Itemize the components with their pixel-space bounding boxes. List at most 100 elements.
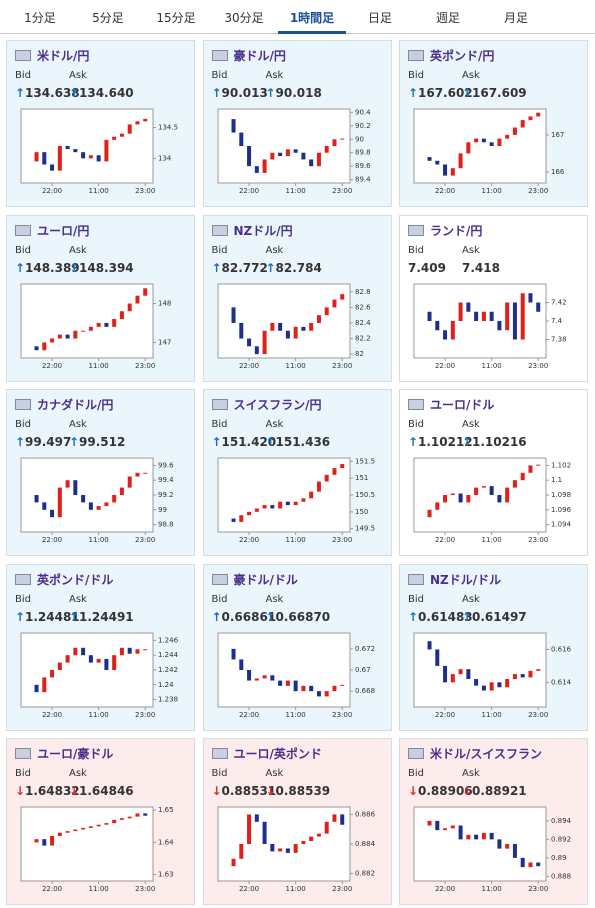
y-tick-label: 150 [355,508,368,516]
candle-body [427,157,432,161]
candle-body [450,168,455,176]
candle-body [34,684,39,692]
rate-card[interactable]: 豪ドル/円 Bid Ask ↑ 90.013 ↑ 90.018 89.4 89.6 89.8 90 9… [202,40,392,207]
pair-name: ユーロ/ドル [430,398,495,412]
bid-label: Bid [15,593,31,605]
tab[interactable]: 日足 [367,11,392,25]
tab[interactable]: 5分足 [92,11,124,25]
candle-body [269,674,274,681]
ask-value: 0.66870 [275,609,331,624]
candle-body [112,136,117,140]
candle-body [246,511,251,516]
candle-body [293,149,298,153]
candle-body [127,302,132,311]
candle-body [339,293,344,300]
arrow: ↑ [15,86,26,100]
mini-chart: 0.668 0.67 0.672 22:00 11:00 23:00 [217,632,375,719]
x-tick-label: 22:00 [435,536,455,544]
ask-label: Ask [462,419,480,430]
tab[interactable]: 15分足 [156,11,196,25]
candle-body [512,480,517,488]
chart-frame [217,806,350,882]
y-tick-label: 0.89 [551,854,567,862]
x-tick-label: 22:00 [42,187,62,195]
ask-value: 0.88921 [472,784,527,798]
x-tick-label: 23:00 [528,362,548,370]
arrow: ↑ [211,86,222,100]
candle-body [435,820,440,831]
arrow: ↓ [408,784,419,798]
candle-body [316,690,321,696]
tab[interactable]: 週足 [435,11,460,25]
flag [408,399,424,410]
candle-body [254,677,259,681]
rate-card[interactable]: カナダドル/円 Bid Ask ↑ 99.497 ↑ 99.512 98.8 99 99.2 99.… [6,389,195,556]
rate-card[interactable]: ユーロ/豪ドル Bid Ask ↓ 1.64832 ↓ 1.64846 1.63 1.64 1.6… [6,738,195,905]
candle-body [104,658,109,670]
candle-body [119,487,124,495]
mini-chart: 147 148 22:00 11:00 23:00 [20,283,171,370]
candle-body [300,152,305,160]
arrow: ↑ [462,435,473,449]
ask-value: 90.018 [275,86,322,100]
pair-name: 米ドル/円 [37,49,90,63]
tab[interactable]: 月足 [503,11,528,25]
rate-card[interactable]: スイスフラン/円 Bid Ask ↑ 151.420 ↑ 151.436 149.5 150 15… [202,389,392,556]
rate-card[interactable]: ユーロ/円 Bid Ask ↑ 148.389 ↑ 148.394 147 148 22:00 11… [6,214,195,382]
rate-card[interactable]: 米ドル/円 Bid Ask ↑ 134.638 ↑ 134.640 134 134.5 22:00… [6,40,195,207]
x-tick-label: 11:00 [89,711,109,719]
rate-card[interactable]: ユーロ/英ポンド Bid Ask ↓ 0.88531 ↓ 0.88539 0.882 0.884… [202,738,392,905]
ask-label: Ask [265,70,284,81]
rate-card[interactable]: ユーロ/ドル Bid Ask ↑ 1.10212 ↑ 1.10216 1.094 1.096 1.… [399,389,588,556]
ask-label: Ask [462,70,480,81]
rate-card[interactable]: 豪ドル/ドル Bid Ask ↑ 0.66861 ↑ 0.66870 0.668 0.67 0.6… [202,563,392,731]
candle-body [81,495,86,503]
bid-label: Bid [408,768,424,779]
rate-card[interactable]: 英ポンド/ドル Bid Ask ↑ 1.24481 ↑ 1.24491 1.238 1.24 1.… [6,563,195,731]
candle-body [331,685,336,691]
rate-card[interactable]: ランド/円 Bid Ask 7.409 7.418 7.38 7.4 7.42 22:00 11:… [399,214,588,382]
candle-body [96,824,101,827]
rate-card[interactable]: NZドル/円 Bid Ask ↑ 82.772 ↑ 82.784 82 82.2 82.4 82.6… [202,214,392,382]
candle-body [331,468,336,475]
x-tick-label: 22:00 [435,885,455,893]
candle-body [324,306,329,315]
tab[interactable]: 1時間足 [289,11,335,25]
candle-body [497,138,502,146]
candle-body [254,345,259,354]
x-tick-label: 22:00 [238,362,258,370]
bid-label: Bid [211,419,228,430]
tab[interactable]: 1分足 [24,11,56,25]
candle-body [143,813,148,816]
y-tick-label: 0.668 [355,687,375,695]
flag [15,399,31,410]
candle-body [308,322,313,331]
arrow: ↓ [211,784,222,798]
candle-body [450,825,455,829]
ask-value: 0.88539 [275,784,331,798]
rate-card[interactable]: 米ドル/スイスフラン Bid Ask ↓ 0.88906 ↓ 0.88921 0.888 0.8… [399,738,588,905]
x-tick-label: 11:00 [482,711,502,719]
rate-card[interactable]: 英ポンド/円 Bid Ask ↑ 167.602 ↑ 167.609 166 167 22:00 1… [399,40,588,207]
candle-body [246,814,251,844]
candle-body [443,329,448,339]
flag [15,748,31,759]
y-tick-label: 0.616 [551,645,572,653]
candle-body [254,508,259,512]
candle-body [57,487,62,518]
candle-body [512,673,517,679]
candle-body [57,334,62,339]
candle-body [324,821,329,834]
flag [211,50,228,61]
chart-frame [413,457,547,533]
flag [15,224,31,236]
candle-body [81,330,86,332]
ask-value: 7.418 [462,260,500,275]
candle-body [119,133,124,137]
arrow: ↑ [408,435,419,449]
rate-card[interactable]: NZドル/ドル Bid Ask ↑ 0.61483 ↑ 0.61497 0.614 0.616 2… [399,563,588,731]
candle-body [443,665,448,682]
tab[interactable]: 30分足 [224,11,264,25]
candle-body [489,311,494,321]
mini-chart: 0.614 0.616 22:00 11:00 23:00 [413,632,572,719]
